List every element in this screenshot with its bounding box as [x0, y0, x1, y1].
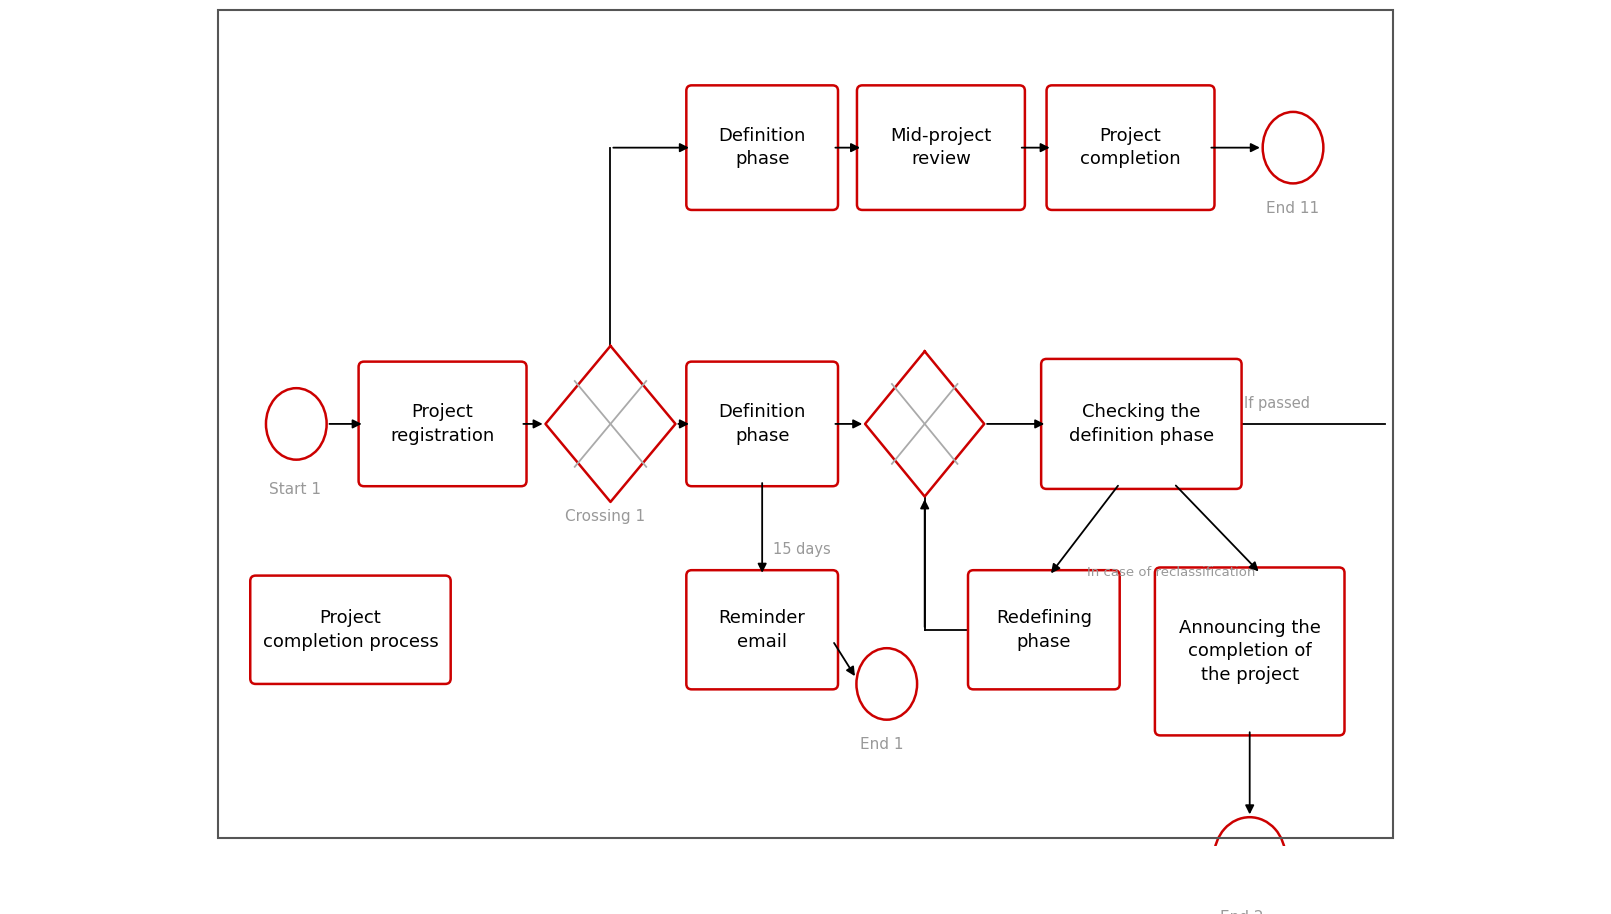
FancyBboxPatch shape: [686, 362, 838, 486]
FancyBboxPatch shape: [250, 576, 451, 684]
Text: Project
registration: Project registration: [390, 403, 495, 445]
FancyBboxPatch shape: [857, 85, 1025, 210]
Text: Start 1: Start 1: [269, 483, 321, 497]
Text: Announcing the
completion of
the project: Announcing the completion of the project: [1179, 619, 1321, 684]
FancyBboxPatch shape: [686, 85, 838, 210]
Text: Definition
phase: Definition phase: [719, 127, 806, 168]
Text: Checking the
definition phase: Checking the definition phase: [1068, 403, 1215, 445]
Text: Project
completion: Project completion: [1081, 127, 1181, 168]
Text: Redefining
phase: Redefining phase: [996, 609, 1092, 651]
Text: End 11: End 11: [1266, 201, 1319, 216]
Text: In case of reclassification: In case of reclassification: [1087, 566, 1255, 579]
Text: If passed: If passed: [1244, 396, 1310, 410]
FancyBboxPatch shape: [1041, 359, 1242, 489]
FancyBboxPatch shape: [359, 362, 527, 486]
Text: End 2: End 2: [1221, 910, 1265, 914]
FancyBboxPatch shape: [968, 570, 1120, 689]
Text: 15 days: 15 days: [773, 542, 831, 557]
Text: Project
completion process: Project completion process: [263, 609, 438, 651]
Text: End 1: End 1: [860, 737, 904, 752]
Text: Definition
phase: Definition phase: [719, 403, 806, 445]
Text: Reminder
email: Reminder email: [719, 609, 806, 651]
Text: Mid-project
review: Mid-project review: [891, 127, 991, 168]
FancyBboxPatch shape: [1155, 568, 1345, 736]
FancyBboxPatch shape: [1047, 85, 1215, 210]
FancyBboxPatch shape: [686, 570, 838, 689]
Text: Crossing 1: Crossing 1: [565, 509, 644, 525]
